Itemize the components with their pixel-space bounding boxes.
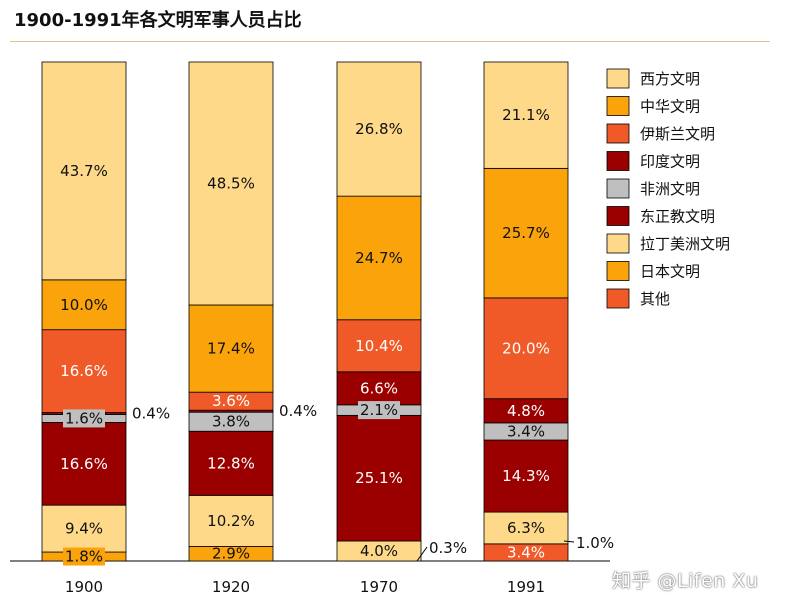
legend-label: 非洲文明 bbox=[640, 180, 700, 198]
bar-1900-series-7 bbox=[41, 279, 127, 331]
legend-label: 伊斯兰文明 bbox=[640, 125, 715, 143]
data-label-box bbox=[358, 401, 400, 420]
legend-label: 西方文明 bbox=[640, 70, 700, 88]
legend-swatch bbox=[606, 68, 630, 89]
legend-label: 东正教文明 bbox=[640, 208, 715, 226]
bar-1970-series-7 bbox=[336, 195, 422, 321]
data-label: 16.6% bbox=[60, 362, 108, 380]
bar-1991-series-3 bbox=[483, 439, 569, 513]
data-label: 26.8% bbox=[355, 120, 403, 138]
data-label: 10.2% bbox=[207, 512, 255, 530]
data-label: 43.7% bbox=[60, 162, 108, 180]
data-label: 3.4% bbox=[507, 543, 545, 561]
data-label: 12.8% bbox=[207, 454, 255, 472]
bar-1991-series-7 bbox=[483, 167, 569, 299]
bar-1900-series-8 bbox=[41, 61, 127, 281]
data-label: 6.3% bbox=[507, 519, 545, 537]
data-label: 21.1% bbox=[502, 106, 550, 124]
legend-swatch bbox=[606, 288, 630, 309]
legend-swatch bbox=[606, 96, 630, 116]
bar-1970-series-3 bbox=[336, 414, 422, 542]
bar-1920-series-8 bbox=[188, 61, 274, 306]
bar-1900-series-3 bbox=[41, 422, 127, 506]
data-label-box bbox=[63, 547, 105, 566]
x-tick-label: 1900 bbox=[65, 578, 103, 596]
data-label-outside: 0.3% bbox=[429, 539, 467, 557]
data-label: 17.4% bbox=[207, 340, 255, 358]
legend-label: 日本文明 bbox=[640, 263, 700, 281]
bar-1991-series-8 bbox=[483, 61, 569, 169]
data-label: 3.8% bbox=[212, 413, 250, 431]
x-tick-label: 1970 bbox=[360, 578, 398, 596]
data-label: 4.8% bbox=[507, 402, 545, 420]
bar-1970-series-8 bbox=[336, 61, 422, 197]
data-label-box bbox=[63, 409, 105, 428]
bar-1970-series-6 bbox=[336, 319, 422, 373]
x-tick-label: 1991 bbox=[507, 578, 545, 596]
legend-swatch bbox=[606, 151, 630, 171]
data-label-outside: 0.4% bbox=[279, 402, 317, 420]
leader-line bbox=[563, 540, 575, 543]
legend-swatch bbox=[606, 123, 630, 144]
legend-swatch bbox=[606, 206, 630, 226]
legend-label: 印度文明 bbox=[640, 153, 700, 171]
legend-label: 其他 bbox=[640, 290, 670, 308]
bar-1991-series-5 bbox=[483, 398, 569, 424]
data-label: 24.7% bbox=[355, 249, 403, 267]
data-label: 1.8% bbox=[65, 548, 103, 566]
data-label: 3.4% bbox=[507, 422, 545, 440]
legend-swatch bbox=[606, 178, 630, 199]
data-label: 10.4% bbox=[355, 337, 403, 355]
data-label: 1.6% bbox=[65, 409, 103, 427]
leader-line bbox=[416, 546, 428, 562]
data-label: 3.6% bbox=[212, 392, 250, 410]
watermark: 知乎 @Lifen Xu bbox=[612, 570, 759, 592]
legend-label: 中华文明 bbox=[640, 98, 700, 116]
bar-1970-series-5 bbox=[336, 371, 422, 406]
data-label: 2.9% bbox=[212, 545, 250, 563]
chart-title: 1900-1991年各文明军事人员占比 bbox=[14, 10, 302, 31]
legend-swatch bbox=[606, 233, 630, 254]
data-label: 4.0% bbox=[360, 542, 398, 560]
data-label: 20.0% bbox=[502, 339, 550, 357]
bar-1900-series-6 bbox=[41, 329, 127, 413]
data-label-outside: 1.0% bbox=[576, 534, 614, 552]
data-label: 14.3% bbox=[502, 467, 550, 485]
title-divider bbox=[10, 41, 770, 42]
data-label: 2.1% bbox=[360, 401, 398, 419]
data-label: 9.4% bbox=[65, 520, 103, 538]
data-label: 16.6% bbox=[60, 455, 108, 473]
data-label: 48.5% bbox=[207, 174, 255, 192]
bar-1991-series-2 bbox=[483, 511, 569, 545]
data-label: 25.7% bbox=[502, 224, 550, 242]
legend-label: 拉丁美洲文明 bbox=[640, 235, 730, 253]
data-label: 6.6% bbox=[360, 379, 398, 397]
bar-1920-series-7 bbox=[188, 304, 274, 393]
bar-1900-series-2 bbox=[41, 504, 127, 553]
data-label: 10.0% bbox=[60, 296, 108, 314]
x-tick-label: 1920 bbox=[212, 578, 250, 596]
data-label: 25.1% bbox=[355, 469, 403, 487]
legend-swatch bbox=[606, 261, 630, 281]
bar-1920-series-3 bbox=[188, 430, 274, 496]
data-label-outside: 0.4% bbox=[132, 404, 170, 422]
bar-1991-series-6 bbox=[483, 297, 569, 400]
